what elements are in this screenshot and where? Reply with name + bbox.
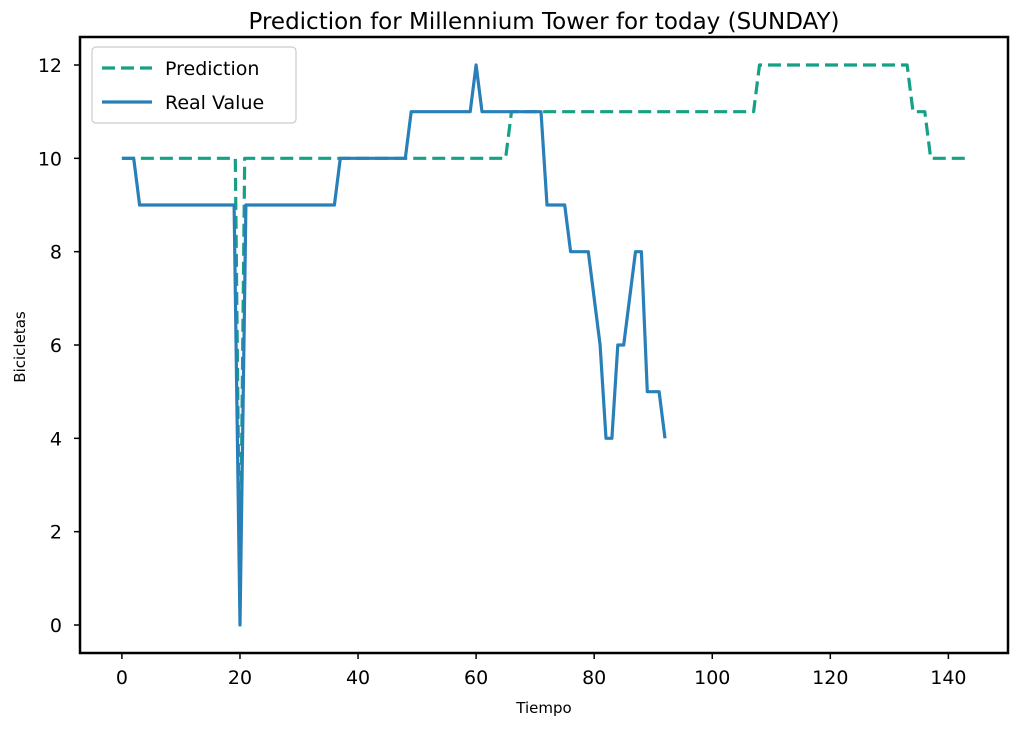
x-tick-label: 120 <box>812 667 848 689</box>
y-tick-label: 4 <box>50 428 62 450</box>
data-layer <box>121 63 967 627</box>
x-tick-label: 20 <box>228 667 252 689</box>
legend-label: Real Value <box>165 92 264 114</box>
y-tick-label: 12 <box>38 55 62 77</box>
x-axis: 0 20 40 60 80 100 120 140 <box>116 653 967 689</box>
y-tick-label: 10 <box>38 148 62 170</box>
legend: Prediction Real Value <box>91 46 297 124</box>
x-tick-label: 40 <box>346 667 370 689</box>
x-tick-label: 80 <box>582 667 606 689</box>
y-tick-label: 0 <box>50 615 62 637</box>
x-axis-label: Tiempo <box>515 699 571 717</box>
x-tick-label: 0 <box>116 667 128 689</box>
series-line-real-value <box>121 63 667 627</box>
x-tick-label: 60 <box>464 667 488 689</box>
legend-box <box>91 46 297 124</box>
legend-label: Prediction <box>165 58 259 80</box>
x-tick-label: 140 <box>930 667 966 689</box>
y-tick-label: 8 <box>50 242 62 264</box>
chart-title: Prediction for Millennium Tower for toda… <box>249 9 840 35</box>
y-axis: 0 2 4 6 8 10 12 <box>38 55 80 637</box>
y-tick-label: 6 <box>50 335 62 357</box>
plot-frame <box>78 35 1010 655</box>
x-tick-label: 100 <box>694 667 730 689</box>
y-axis-label: Bicicletas <box>11 311 29 383</box>
y-tick-label: 2 <box>50 522 62 544</box>
